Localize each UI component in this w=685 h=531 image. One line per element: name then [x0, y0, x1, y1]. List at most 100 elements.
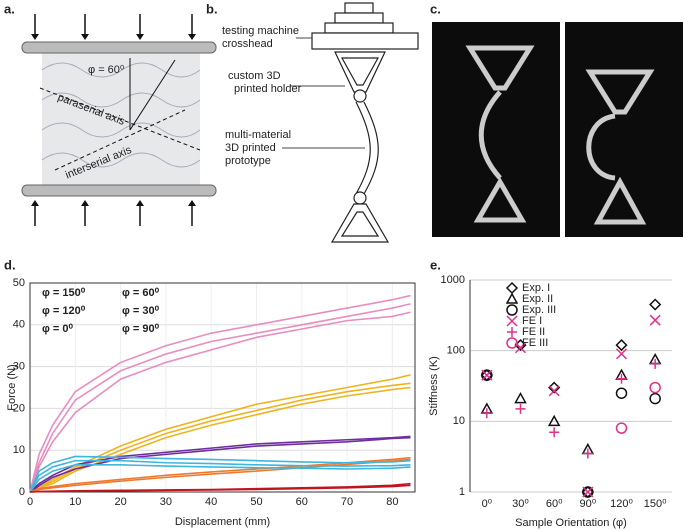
- line: [29, 459, 411, 493]
- marker: [481, 369, 493, 381]
- x-axis-label: Sample Orientation (φ): [515, 517, 627, 529]
- marker: [506, 337, 518, 349]
- marker: [615, 339, 628, 352]
- callout: printed holder: [234, 83, 302, 95]
- marker: [505, 292, 519, 304]
- legend-label: φ = 0⁰: [42, 323, 74, 335]
- line: [29, 464, 411, 493]
- y-tick-label: 40: [13, 319, 25, 331]
- marker: [505, 281, 519, 295]
- photo: [432, 22, 560, 237]
- photo-specimen: [465, 45, 655, 225]
- y-tick-label: 0: [19, 486, 25, 498]
- legend-label: φ = 150⁰: [42, 287, 86, 299]
- x-axis-label: Displacement (mm): [175, 516, 270, 528]
- x-tick-label: 80: [386, 496, 398, 508]
- panel-label: d.: [4, 257, 16, 272]
- plot-frame: [29, 282, 416, 493]
- line: [29, 374, 411, 493]
- interserial-line: [54, 109, 186, 171]
- marker: [582, 448, 593, 459]
- marker: [549, 427, 560, 438]
- marker: [506, 304, 518, 316]
- marker: [548, 381, 561, 394]
- marker: [514, 392, 527, 404]
- x-tick-label: 30: [160, 496, 172, 508]
- legend-label: Exp. I: [522, 282, 550, 294]
- marker: [649, 381, 661, 394]
- marker: [649, 314, 661, 326]
- line: [29, 435, 411, 493]
- rig: [311, 2, 419, 243]
- x-tick-label: 90⁰: [580, 498, 597, 510]
- marker: [649, 392, 661, 405]
- line: [29, 303, 411, 493]
- marker: [616, 373, 627, 384]
- y-tick-label: 30: [13, 361, 25, 373]
- marker: [582, 486, 594, 498]
- line: [29, 294, 411, 493]
- y-tick-label: 20: [13, 402, 25, 414]
- line: [29, 458, 411, 493]
- callout: custom 3D: [228, 70, 281, 82]
- line: [29, 436, 411, 493]
- marker: [615, 387, 628, 399]
- legend-label: FE III: [522, 337, 548, 349]
- legend-label: Exp. II: [522, 293, 553, 305]
- legend-label: φ = 60⁰: [122, 287, 160, 299]
- x-tick-label: 40: [205, 496, 217, 508]
- y-tick-label: 50: [13, 277, 25, 289]
- x-tick-label: 30⁰: [512, 498, 529, 510]
- bottom-plate: [21, 184, 217, 197]
- line: [29, 386, 411, 493]
- marker: [481, 369, 493, 381]
- legend-label: Exp. III: [522, 304, 556, 316]
- legend-label: φ = 120⁰: [42, 305, 86, 317]
- x-tick-label: 50: [250, 496, 262, 508]
- marker: [615, 348, 628, 360]
- callout: multi-material: [225, 129, 291, 141]
- angle-label: φ = 60⁰: [88, 64, 125, 76]
- y-tick-label: 1000: [441, 274, 465, 286]
- x-tick-label: 20: [114, 496, 126, 508]
- panel-label: a.: [4, 1, 15, 16]
- y-tick-label: 100: [447, 345, 465, 357]
- marker: [515, 403, 526, 414]
- panel-label: e.: [430, 257, 441, 272]
- line: [29, 455, 411, 493]
- line: [29, 484, 411, 493]
- x-tick-label: 60: [296, 496, 308, 508]
- legend-label: FE I: [522, 315, 542, 327]
- callout: 3D printed: [225, 142, 276, 154]
- marker: [615, 422, 628, 434]
- marker: [547, 414, 561, 427]
- y-tick-label: 1: [459, 486, 465, 498]
- x-tick-label: 0⁰: [482, 498, 493, 510]
- legend-label: φ = 30⁰: [122, 305, 160, 317]
- y-tick-label: 10: [453, 415, 465, 427]
- marker: [548, 385, 560, 397]
- marker: [582, 486, 594, 498]
- marker: [481, 408, 492, 419]
- marker: [506, 315, 518, 327]
- y-tick-label: 10: [13, 444, 25, 456]
- y-axis-label: Force (N): [6, 364, 18, 410]
- y-axis-label: Stiffness (K): [428, 356, 440, 416]
- panel-label: b.: [206, 1, 218, 16]
- marker: [650, 358, 661, 369]
- paraserial-line: [39, 87, 201, 151]
- legend-label: FE II: [522, 326, 545, 338]
- line: [29, 311, 411, 493]
- x-tick-label: 70: [341, 496, 353, 508]
- angle-ray: [129, 59, 176, 131]
- callout: crosshead: [222, 38, 273, 50]
- panel-label: c.: [430, 1, 441, 16]
- legend-label: φ = 90⁰: [122, 323, 160, 335]
- callout: testing machine: [222, 25, 299, 37]
- top-plate: [21, 41, 217, 54]
- x-tick-label: 150⁰: [644, 498, 667, 510]
- leaders: [282, 37, 365, 149]
- x-tick-label: 0: [27, 496, 33, 508]
- line: [29, 382, 411, 493]
